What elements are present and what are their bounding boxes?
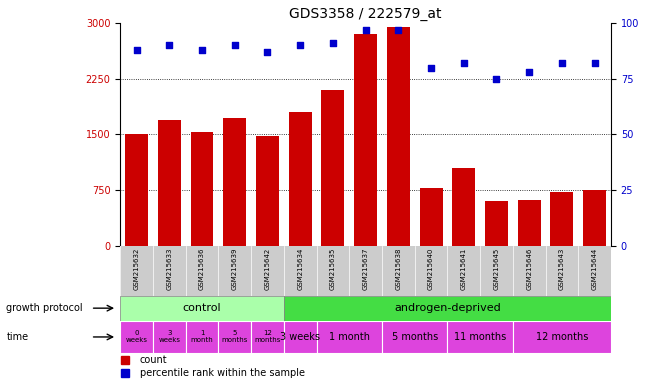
- Bar: [354, 34, 377, 246]
- Text: androgen-deprived: androgen-deprived: [394, 303, 500, 313]
- Text: GSM215638: GSM215638: [395, 247, 401, 290]
- Text: time: time: [6, 332, 29, 342]
- Point: [491, 76, 502, 82]
- Text: GSM215635: GSM215635: [330, 247, 336, 290]
- Bar: [158, 119, 181, 246]
- Bar: [284, 296, 611, 321]
- Bar: [120, 296, 284, 321]
- Point: [164, 42, 174, 48]
- Point: [524, 69, 534, 75]
- Bar: [387, 27, 410, 246]
- Point: [263, 49, 273, 55]
- Bar: [513, 321, 611, 353]
- Bar: [186, 321, 218, 353]
- Bar: [218, 321, 251, 353]
- Text: GSM215640: GSM215640: [428, 247, 434, 290]
- Text: 3 weeks: 3 weeks: [280, 332, 320, 342]
- Text: GSM215636: GSM215636: [199, 247, 205, 290]
- Text: GSM215641: GSM215641: [461, 247, 467, 290]
- Point: [360, 26, 370, 33]
- Bar: [452, 168, 475, 246]
- Text: 5 months: 5 months: [391, 332, 438, 342]
- Bar: [251, 321, 284, 353]
- Bar: [224, 118, 246, 246]
- Text: 0
weeks: 0 weeks: [125, 331, 148, 343]
- Point: [393, 26, 404, 33]
- Point: [590, 60, 600, 66]
- Text: 11 months: 11 months: [454, 332, 506, 342]
- Text: GSM215633: GSM215633: [166, 247, 172, 290]
- Bar: [382, 321, 447, 353]
- Text: GSM215637: GSM215637: [363, 247, 369, 290]
- Text: 5
months: 5 months: [222, 331, 248, 343]
- Bar: [551, 192, 573, 246]
- Point: [426, 65, 436, 71]
- Bar: [485, 201, 508, 246]
- Point: [557, 60, 567, 66]
- Text: 12 months: 12 months: [536, 332, 588, 342]
- Bar: [284, 321, 317, 353]
- Bar: [583, 190, 606, 246]
- Point: [197, 47, 207, 53]
- Text: GSM215643: GSM215643: [559, 247, 565, 290]
- Text: GSM215632: GSM215632: [134, 247, 140, 290]
- Text: control: control: [183, 303, 222, 313]
- Bar: [518, 200, 541, 246]
- Bar: [125, 134, 148, 246]
- Text: GSM215646: GSM215646: [526, 247, 532, 290]
- Bar: [317, 321, 382, 353]
- Text: GSM215645: GSM215645: [493, 247, 499, 290]
- Point: [328, 40, 338, 46]
- Bar: [256, 136, 279, 246]
- Bar: [289, 112, 311, 246]
- Text: growth protocol: growth protocol: [6, 303, 83, 313]
- Text: GSM215639: GSM215639: [232, 247, 238, 290]
- Bar: [322, 90, 344, 246]
- Text: percentile rank within the sample: percentile rank within the sample: [140, 368, 305, 379]
- Text: GSM215634: GSM215634: [297, 247, 303, 290]
- Point: [459, 60, 469, 66]
- Bar: [153, 321, 186, 353]
- Title: GDS3358 / 222579_at: GDS3358 / 222579_at: [289, 7, 442, 21]
- Bar: [420, 188, 443, 246]
- Bar: [447, 321, 513, 353]
- Point: [295, 42, 306, 48]
- Text: count: count: [140, 355, 168, 365]
- Point: [229, 42, 240, 48]
- Text: GSM215642: GSM215642: [265, 247, 270, 290]
- Bar: [120, 321, 153, 353]
- Text: GSM215644: GSM215644: [592, 247, 597, 290]
- Text: 12
months: 12 months: [254, 331, 281, 343]
- Bar: [190, 132, 213, 246]
- Text: 1
month: 1 month: [190, 331, 213, 343]
- Text: 1 month: 1 month: [329, 332, 370, 342]
- Point: [131, 47, 142, 53]
- Text: 3
weeks: 3 weeks: [159, 331, 180, 343]
